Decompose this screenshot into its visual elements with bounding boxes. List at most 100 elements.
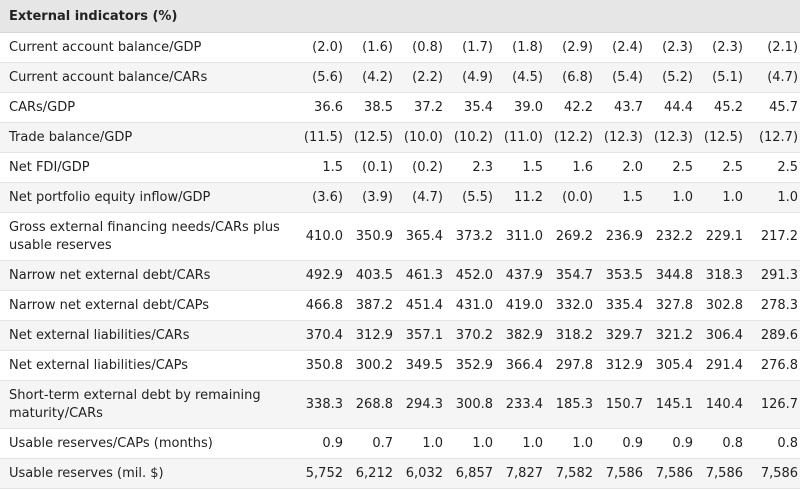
row-label: Gross external financing needs/CARs plus… [0, 212, 295, 261]
cell-value: 236.9 [600, 212, 650, 261]
cell-value: 294.3 [400, 380, 450, 429]
cell-value: 232.2 [650, 212, 700, 261]
table-row: Trade balance/GDP (11.5) (12.5) (10.0) (10.2… [0, 122, 800, 153]
row-label: Narrow net external debt/CAPs [0, 290, 295, 321]
cell-value: (2.0) [295, 32, 350, 63]
cell-value: 43.7 [600, 92, 650, 123]
cell-value: 7,586 [700, 458, 750, 489]
cell-value: 338.3 [295, 380, 350, 429]
cell-value: 7,586 [600, 458, 650, 489]
table-row: CARs/GDP 36.6 38.5 37.2 35.4 39.0 42.2 43.7 44.4… [0, 92, 800, 123]
cell-value: 268.8 [350, 380, 400, 429]
cell-value: 466.8 [295, 290, 350, 321]
cell-value: 329.7 [600, 320, 650, 351]
table-row: Current account balance/CARs (5.6) (4.2) (2… [0, 62, 800, 93]
cell-value: 437.9 [500, 260, 550, 291]
cell-value: 7,586 [750, 458, 800, 489]
cell-value: 492.9 [295, 260, 350, 291]
table-row: Net FDI/GDP 1.5 (0.1) (0.2) 2.3 1.5 1.6 2.0 2.5 2… [0, 152, 800, 183]
cell-value: 382.9 [500, 320, 550, 351]
cell-value: 2.5 [700, 152, 750, 183]
cell-value: (3.6) [295, 182, 350, 213]
cell-value: 2.3 [450, 152, 500, 183]
cell-value: (2.1) [750, 32, 800, 63]
cell-value: 2.0 [600, 152, 650, 183]
cell-value: 335.4 [600, 290, 650, 321]
table-row: Usable reserves (mil. $) 5,752 6,212 6,032 6… [0, 458, 800, 489]
cell-value: 2.5 [650, 152, 700, 183]
cell-value: 45.2 [700, 92, 750, 123]
table-body: Current account balance/GDP (2.0) (1.6) (0.… [0, 32, 800, 489]
cell-value: (4.2) [350, 62, 400, 93]
cell-value: 217.2 [750, 212, 800, 261]
cell-value: (0.2) [400, 152, 450, 183]
cell-value: 39.0 [500, 92, 550, 123]
cell-value: 452.0 [450, 260, 500, 291]
row-label: Narrow net external debt/CARs [0, 260, 295, 291]
cell-value: 451.4 [400, 290, 450, 321]
cell-value: (12.2) [550, 122, 600, 153]
cell-value: 11.2 [500, 182, 550, 213]
row-label: Trade balance/GDP [0, 122, 295, 153]
cell-value: 403.5 [350, 260, 400, 291]
cell-value: 126.7 [750, 380, 800, 429]
cell-value: (12.5) [700, 122, 750, 153]
cell-value: 36.6 [295, 92, 350, 123]
cell-value: 306.4 [700, 320, 750, 351]
cell-value: (3.9) [350, 182, 400, 213]
cell-value: 269.2 [550, 212, 600, 261]
cell-value: 1.0 [650, 182, 700, 213]
cell-value: 5,752 [295, 458, 350, 489]
cell-value: 145.1 [650, 380, 700, 429]
row-label: Net external liabilities/CAPs [0, 350, 295, 381]
cell-value: 387.2 [350, 290, 400, 321]
cell-value: 38.5 [350, 92, 400, 123]
cell-value: 6,212 [350, 458, 400, 489]
cell-value: (2.9) [550, 32, 600, 63]
cell-value: 0.9 [650, 428, 700, 459]
cell-value: 365.4 [400, 212, 450, 261]
cell-value: (4.5) [500, 62, 550, 93]
cell-value: 229.1 [700, 212, 750, 261]
cell-value: 185.3 [550, 380, 600, 429]
cell-value: (2.3) [650, 32, 700, 63]
cell-value: 291.3 [750, 260, 800, 291]
cell-value: (4.7) [750, 62, 800, 93]
table-row: Current account balance/GDP (2.0) (1.6) (0.… [0, 32, 800, 63]
cell-value: 1.0 [750, 182, 800, 213]
cell-value: 332.0 [550, 290, 600, 321]
cell-value: 312.9 [600, 350, 650, 381]
cell-value: (2.2) [400, 62, 450, 93]
cell-value: 42.2 [550, 92, 600, 123]
table-row: Gross external financing needs/CARs plus… [0, 212, 800, 261]
table-row: Short-term external debt by remaining ma… [0, 380, 800, 429]
cell-value: (4.7) [400, 182, 450, 213]
cell-value: 350.8 [295, 350, 350, 381]
cell-value: (4.9) [450, 62, 500, 93]
cell-value: 6,857 [450, 458, 500, 489]
cell-value: 44.4 [650, 92, 700, 123]
cell-value: 45.7 [750, 92, 800, 123]
cell-value: (2.4) [600, 32, 650, 63]
cell-value: 419.0 [500, 290, 550, 321]
cell-value: 327.8 [650, 290, 700, 321]
cell-value: 7,827 [500, 458, 550, 489]
cell-value: 312.9 [350, 320, 400, 351]
cell-value: 300.8 [450, 380, 500, 429]
cell-value: 0.8 [750, 428, 800, 459]
cell-value: 297.8 [550, 350, 600, 381]
cell-value: 140.4 [700, 380, 750, 429]
cell-value: 1.5 [500, 152, 550, 183]
cell-value: 370.2 [450, 320, 500, 351]
cell-value: 35.4 [450, 92, 500, 123]
cell-value: 461.3 [400, 260, 450, 291]
cell-value: 150.7 [600, 380, 650, 429]
table-row: Narrow net external debt/CARs 492.9 403.5 4… [0, 260, 800, 291]
table-row: Net external liabilities/CARs 370.4 312.9 3… [0, 320, 800, 351]
cell-value: 0.9 [600, 428, 650, 459]
table-row: Narrow net external debt/CAPs 466.8 387.2 4… [0, 290, 800, 321]
cell-value: 1.5 [600, 182, 650, 213]
cell-value: (0.1) [350, 152, 400, 183]
cell-value: (12.5) [350, 122, 400, 153]
